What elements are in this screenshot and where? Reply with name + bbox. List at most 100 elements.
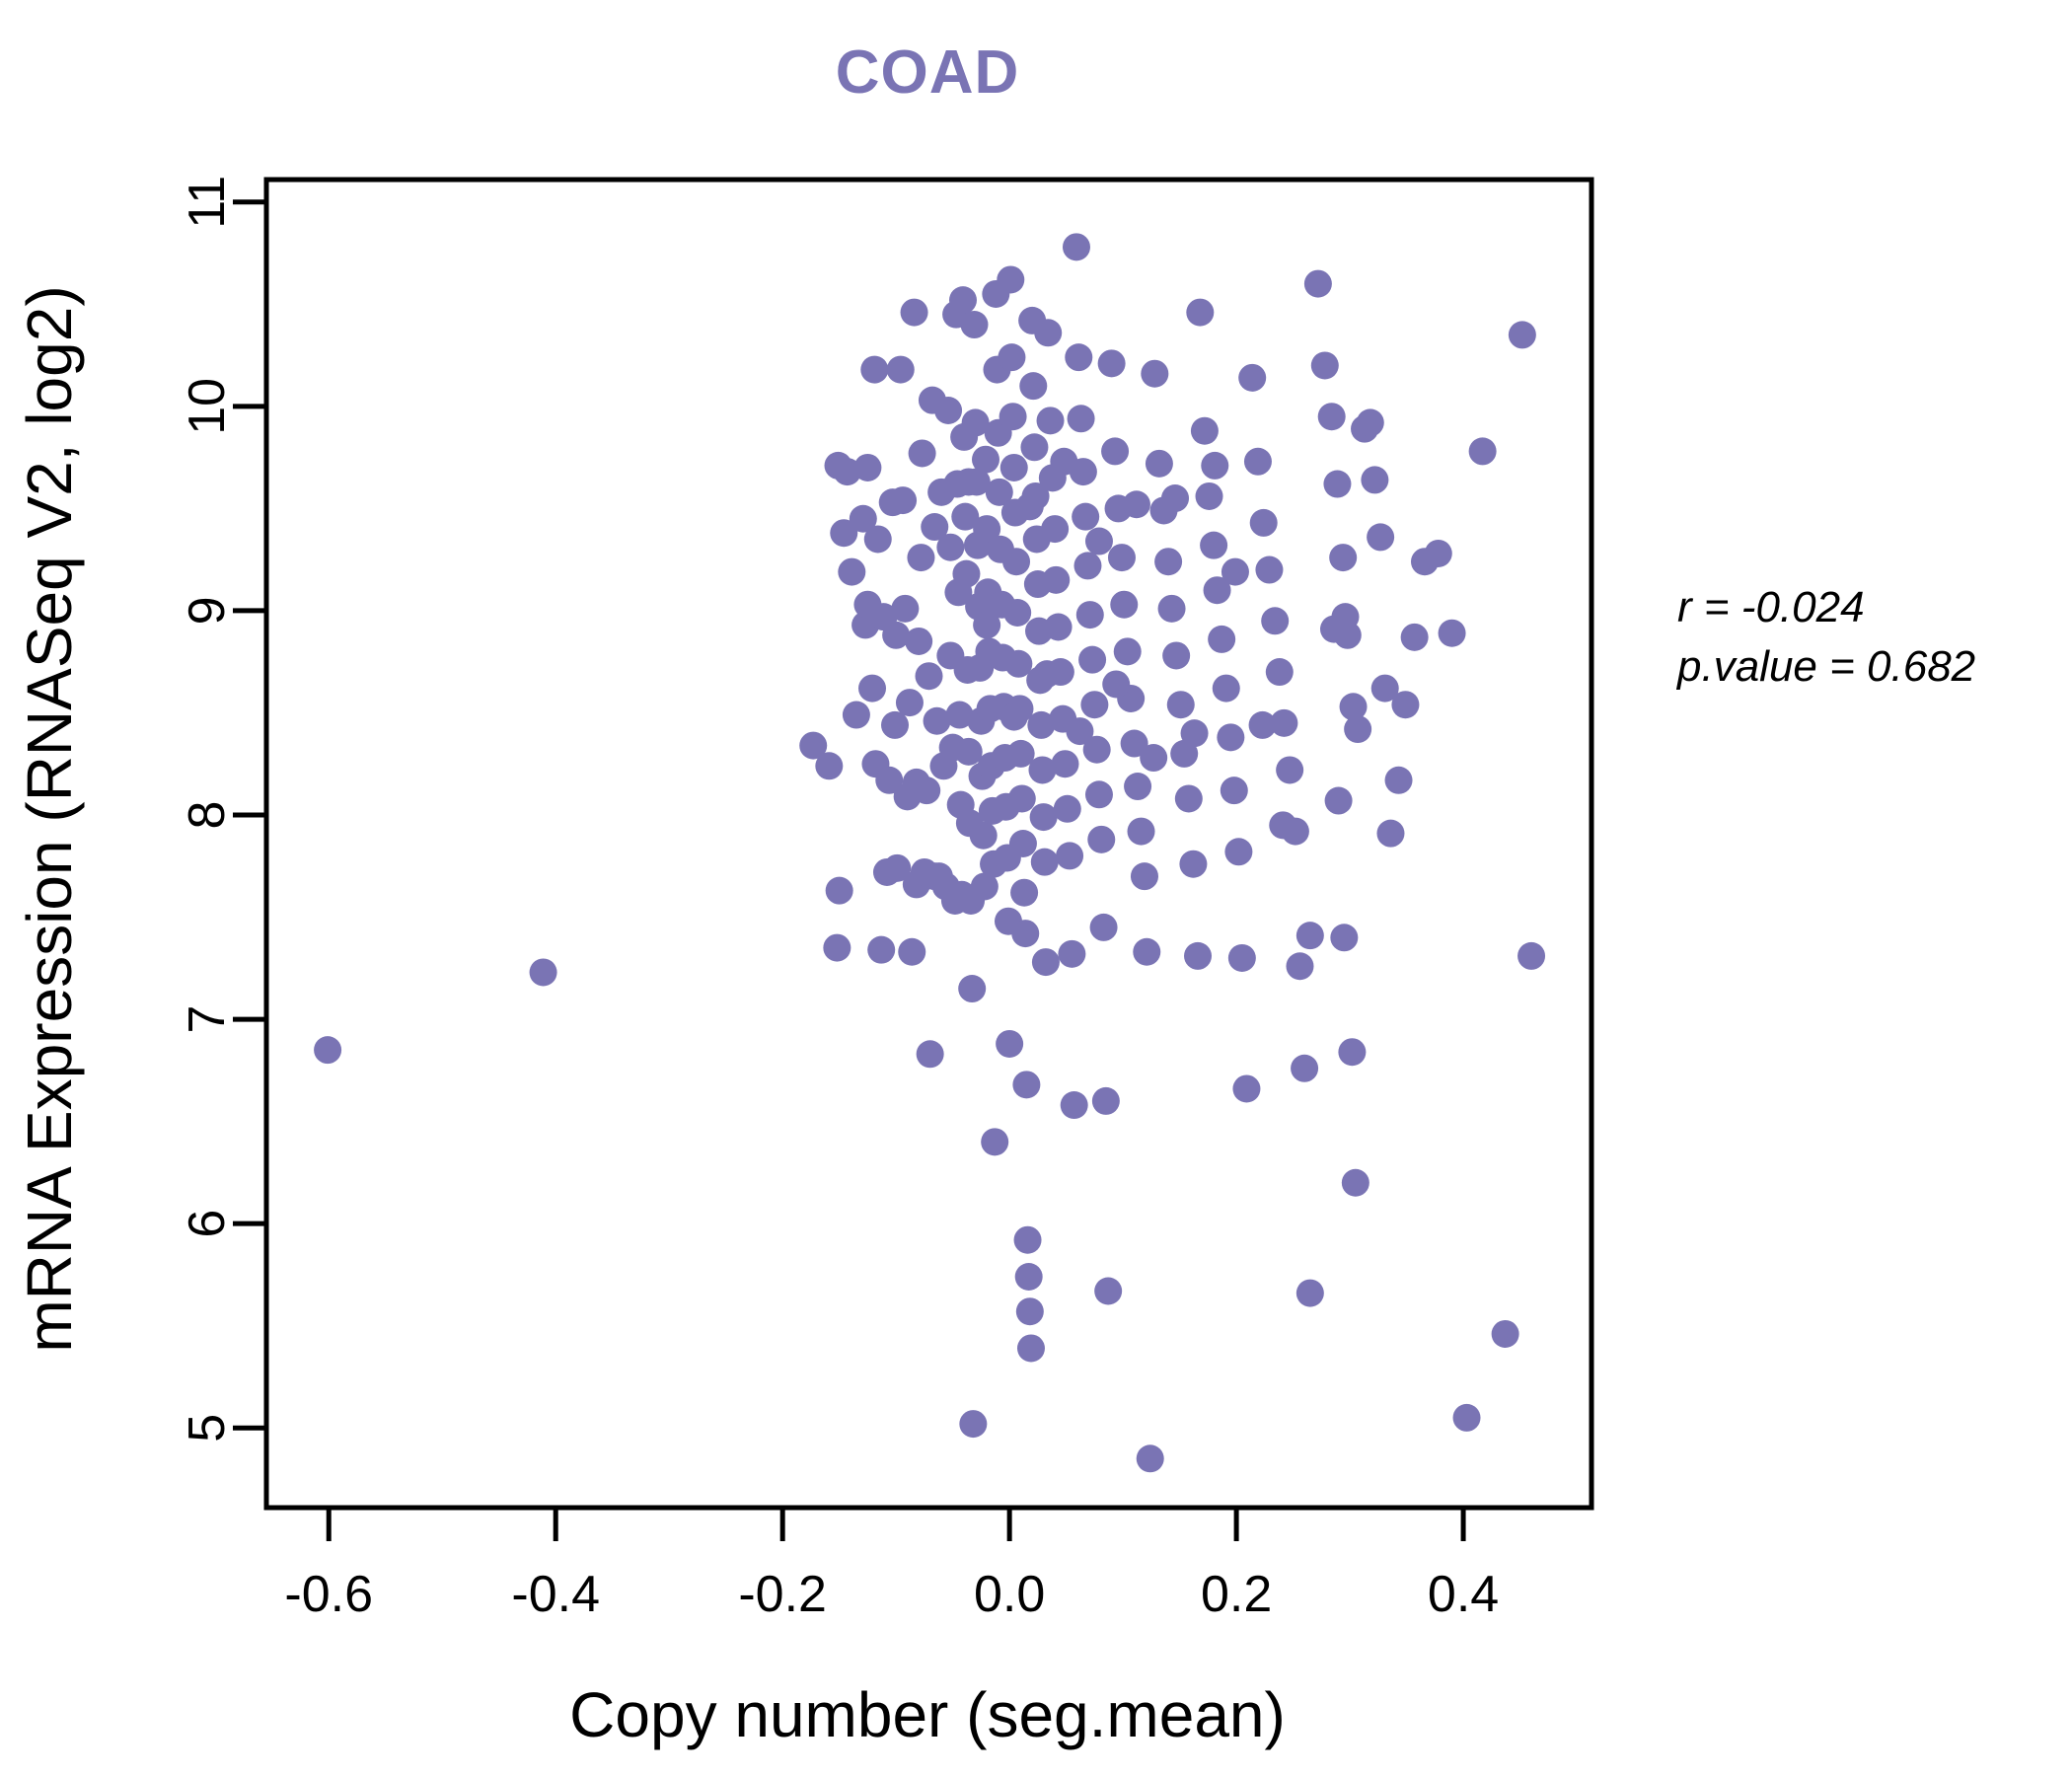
scatter-point bbox=[1073, 552, 1102, 580]
scatter-point bbox=[1295, 922, 1324, 950]
scatter-point bbox=[1180, 719, 1209, 748]
scatter-point bbox=[1065, 343, 1093, 372]
scatter-point bbox=[1248, 710, 1277, 739]
scatter-point bbox=[1007, 784, 1036, 813]
scatter-point bbox=[1067, 405, 1095, 433]
scatter-point bbox=[1075, 601, 1104, 629]
scatter-point bbox=[1329, 544, 1358, 572]
scatter-point bbox=[825, 876, 853, 905]
scatter-point bbox=[1195, 481, 1223, 510]
x-tick-label: -0.4 bbox=[511, 1566, 600, 1623]
scatter-point bbox=[1082, 735, 1111, 764]
scatter-point bbox=[1140, 744, 1168, 773]
scatter-point bbox=[999, 703, 1028, 731]
scatter-point bbox=[1041, 515, 1070, 544]
scatter-point bbox=[1286, 952, 1314, 981]
correlation-r-label: r = -0.024 bbox=[1677, 583, 1865, 631]
scatter-point bbox=[923, 706, 951, 735]
scatter-point bbox=[1011, 920, 1040, 948]
scatter-point bbox=[842, 701, 870, 729]
scatter-point bbox=[1066, 717, 1094, 746]
scatter-point bbox=[971, 445, 999, 474]
scatter-point bbox=[1015, 492, 1044, 521]
scatter-point bbox=[954, 737, 983, 766]
scatter-point bbox=[1050, 447, 1078, 476]
scatter-point bbox=[1291, 1054, 1319, 1082]
scatter-point bbox=[1154, 548, 1183, 576]
scatter-point bbox=[1367, 523, 1395, 552]
scatter-point bbox=[1094, 1277, 1123, 1305]
scatter-point bbox=[1015, 1297, 1044, 1326]
scatter-point bbox=[908, 439, 936, 468]
scatter-point bbox=[1338, 1038, 1367, 1067]
scatter-point bbox=[973, 611, 1001, 639]
scatter-point bbox=[1170, 739, 1199, 768]
scatter-point bbox=[1006, 739, 1035, 768]
scatter-point bbox=[1269, 811, 1297, 840]
scatter-point bbox=[1184, 941, 1213, 970]
scatter-point bbox=[1319, 615, 1348, 643]
scatter-point bbox=[952, 559, 981, 588]
scatter-point bbox=[1162, 641, 1191, 670]
scatter-point bbox=[1060, 1091, 1088, 1120]
scatter-point bbox=[907, 544, 935, 572]
scatter-point bbox=[1084, 527, 1113, 555]
scatter-point bbox=[1249, 508, 1278, 537]
scatter-point bbox=[970, 872, 999, 901]
scatter-point bbox=[1270, 708, 1298, 737]
scatter-point bbox=[1008, 830, 1037, 857]
scatter-point bbox=[1084, 780, 1113, 809]
scatter-point bbox=[1221, 557, 1249, 586]
scatter-point bbox=[999, 453, 1028, 481]
scatter-point bbox=[1029, 803, 1058, 832]
scatter-point bbox=[1161, 484, 1190, 513]
scatter-point bbox=[996, 1029, 1024, 1058]
scatter-point bbox=[858, 674, 887, 703]
scatter-point bbox=[1042, 565, 1071, 594]
scatter-point bbox=[1212, 674, 1240, 703]
scatter-point bbox=[891, 594, 920, 623]
x-tick-label: 0.4 bbox=[1428, 1566, 1499, 1623]
scatter-point bbox=[1056, 842, 1084, 870]
y-axis-ticks: 5 6 7 8 9 10 11 bbox=[179, 176, 266, 1443]
x-tick-label: 0.2 bbox=[1201, 1566, 1272, 1623]
scatter-point bbox=[1097, 349, 1126, 378]
scatter-point bbox=[934, 397, 963, 424]
scatter-point bbox=[916, 1040, 944, 1069]
scatter-point bbox=[1400, 623, 1429, 651]
scatter-point bbox=[1261, 607, 1290, 635]
scatter-point bbox=[895, 689, 924, 717]
scatter-point bbox=[898, 937, 926, 966]
scatter-point bbox=[1141, 359, 1169, 388]
scatter-point bbox=[1034, 319, 1063, 347]
scatter-point bbox=[921, 513, 949, 542]
p-value-label: p.value = 0.682 bbox=[1675, 642, 1975, 691]
page-title: COAD bbox=[835, 38, 1020, 107]
scatter-point bbox=[1110, 590, 1139, 619]
scatter-point bbox=[1227, 943, 1256, 972]
scatter-point bbox=[1200, 531, 1228, 559]
scatter-point bbox=[1508, 321, 1536, 349]
scatter-point bbox=[1003, 599, 1032, 627]
scatter-point bbox=[1186, 298, 1215, 327]
scatter-point bbox=[1238, 363, 1267, 392]
scatter-point bbox=[799, 731, 828, 760]
scatter-point bbox=[1124, 773, 1152, 801]
scatter-point bbox=[902, 768, 930, 796]
scatter-point bbox=[1004, 649, 1033, 678]
x-axis-ticks: -0.6 -0.4 -0.2 0.0 0.2 0.4 bbox=[284, 1508, 1499, 1623]
scatter-point bbox=[886, 355, 915, 384]
scatter-point bbox=[958, 975, 987, 1003]
scatter-points-layer bbox=[314, 233, 1546, 1473]
scatter-point bbox=[1012, 1071, 1041, 1099]
scatter-point bbox=[1224, 838, 1253, 866]
scatter-point bbox=[1310, 351, 1339, 380]
y-tick-label: 11 bbox=[179, 176, 236, 229]
scatter-point bbox=[1317, 403, 1346, 431]
scatter-point bbox=[1030, 848, 1059, 876]
scatter-point bbox=[1174, 784, 1203, 813]
scatter-point bbox=[1220, 777, 1248, 805]
scatter-point bbox=[1002, 548, 1031, 576]
scatter-point bbox=[1157, 594, 1186, 623]
